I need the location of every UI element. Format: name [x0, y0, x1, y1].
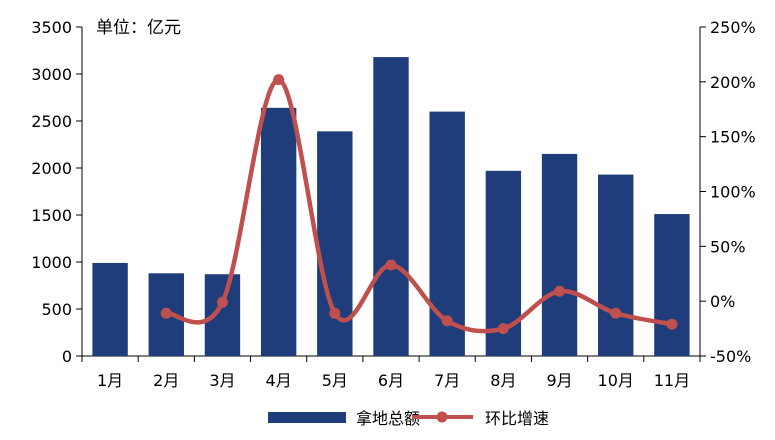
line-point	[329, 307, 341, 319]
right-axis: -50% 0% 50% 100% 150% 200% 250%	[699, 18, 756, 366]
bar-series	[92, 57, 690, 357]
bar	[260, 107, 297, 356]
unit-label: 单位：亿元	[96, 18, 181, 38]
legend-marker-line	[436, 411, 448, 423]
right-tick-label: 50%	[710, 237, 746, 256]
legend-swatch-bar	[268, 412, 346, 423]
left-tick-label: 3500	[31, 18, 72, 37]
line-point	[666, 318, 678, 330]
bar	[317, 131, 353, 356]
right-tick-label: 0%	[710, 292, 735, 311]
x-tick-label: 3月	[209, 371, 235, 390]
x-tick-label: 4月	[266, 371, 292, 390]
x-tick-label: 8月	[490, 371, 516, 390]
left-tick-label: 2500	[31, 112, 72, 131]
line-point	[610, 307, 622, 319]
bar	[598, 174, 634, 356]
x-tick-label: 9月	[546, 371, 572, 390]
right-tick-label: -50%	[710, 347, 751, 366]
bar	[373, 57, 409, 357]
x-tick-label: 10月	[598, 371, 634, 390]
legend-label-bar: 拿地总额	[356, 409, 420, 428]
line-point	[273, 74, 285, 86]
left-tick-label: 1500	[31, 206, 72, 225]
line-point	[441, 315, 453, 327]
left-tick-label: 1000	[31, 253, 72, 272]
left-tick-label: 0	[62, 347, 72, 366]
line-point	[160, 307, 172, 319]
line-path	[165, 77, 673, 334]
x-tick-label: 7月	[434, 371, 460, 390]
x-tick-label: 1月	[97, 371, 123, 390]
left-tick-label: 2000	[31, 159, 72, 178]
left-axis: 0 500 1000 1500 2000 2500 3000 3500	[31, 18, 83, 366]
right-tick-label: 100%	[710, 183, 756, 202]
right-tick-label: 250%	[710, 18, 756, 37]
bar	[204, 274, 241, 356]
line-series	[160, 74, 678, 335]
bar	[541, 153, 578, 356]
x-tick-label: 11月	[654, 371, 690, 390]
line-point	[554, 285, 566, 297]
bar	[654, 214, 690, 356]
line-point	[497, 323, 509, 335]
right-tick-label: 150%	[710, 128, 756, 147]
line-point	[216, 296, 228, 308]
bar	[92, 262, 128, 356]
x-tick-label: 5月	[322, 371, 348, 390]
left-tick-label: 500	[41, 300, 72, 319]
x-axis: 1月 2月 3月 4月 5月 6月 7月 8月 9月 10月 11月	[81, 355, 701, 390]
x-tick-label: 6月	[378, 371, 404, 390]
bar	[429, 111, 465, 356]
x-tick-label: 2月	[153, 371, 179, 390]
legend: 拿地总额 环比增速	[268, 409, 549, 428]
legend-label-line: 环比增速	[485, 409, 549, 428]
line-point	[385, 259, 397, 271]
left-tick-label: 3000	[31, 65, 72, 84]
right-tick-label: 200%	[710, 73, 756, 92]
